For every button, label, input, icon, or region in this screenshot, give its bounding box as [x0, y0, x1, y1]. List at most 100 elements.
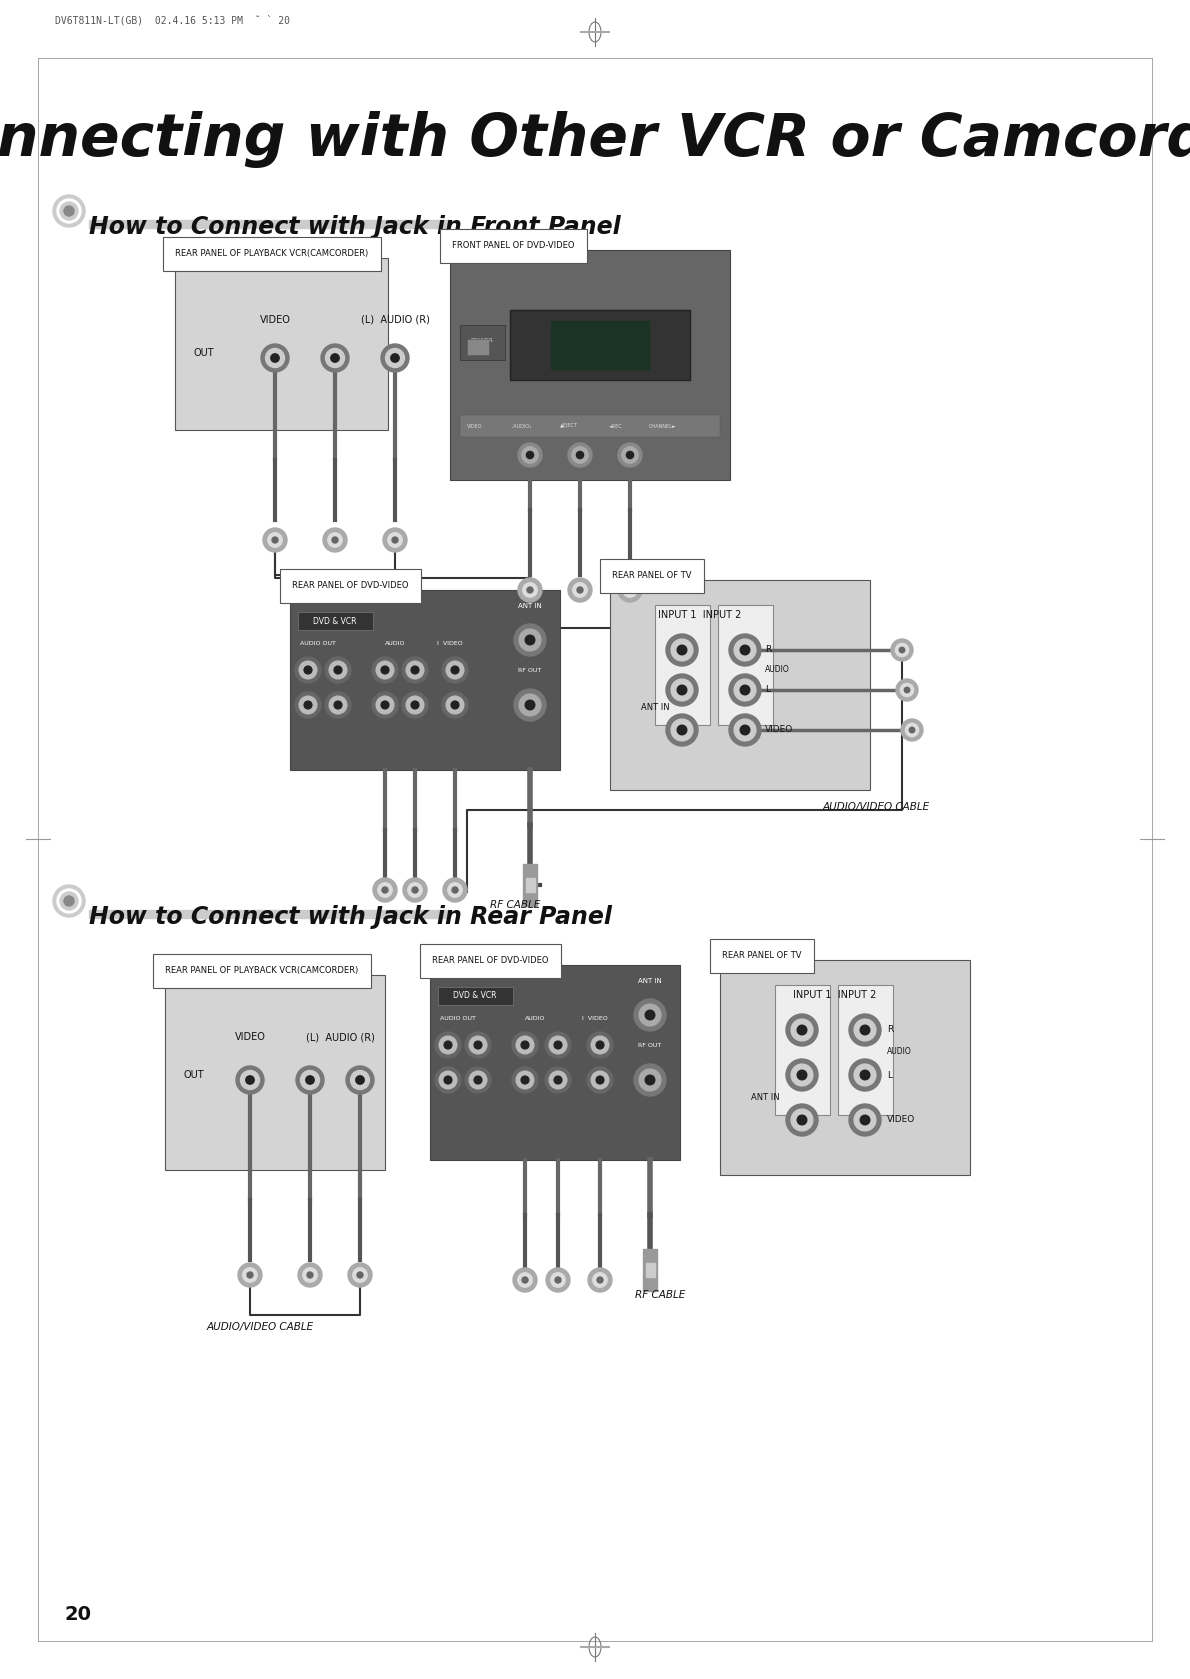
Text: I  VIDEO: I VIDEO — [582, 1016, 608, 1021]
Circle shape — [634, 999, 666, 1031]
Circle shape — [568, 578, 591, 603]
Circle shape — [787, 1014, 818, 1046]
Circle shape — [854, 1064, 876, 1086]
Circle shape — [356, 1076, 364, 1085]
Circle shape — [372, 656, 397, 683]
Text: 20: 20 — [65, 1605, 92, 1625]
Circle shape — [444, 1041, 452, 1049]
Circle shape — [441, 656, 468, 683]
Text: AUDIO/VIDEO CABLE: AUDIO/VIDEO CABLE — [206, 1321, 313, 1331]
Text: VIDEO: VIDEO — [234, 1033, 265, 1043]
Circle shape — [406, 697, 424, 714]
Text: RF CABLE: RF CABLE — [490, 900, 540, 910]
Circle shape — [596, 1076, 603, 1085]
Circle shape — [626, 452, 633, 458]
Bar — [610, 579, 870, 791]
Text: OUT: OUT — [193, 348, 214, 358]
Bar — [466, 339, 489, 354]
Circle shape — [236, 1066, 264, 1095]
Circle shape — [243, 1268, 257, 1283]
Circle shape — [238, 1263, 262, 1288]
Text: R: R — [887, 1026, 894, 1034]
Circle shape — [591, 1071, 609, 1090]
Circle shape — [347, 1263, 372, 1288]
Circle shape — [451, 667, 459, 673]
Text: (L)  AUDIO (R): (L) AUDIO (R) — [306, 1033, 375, 1043]
Circle shape — [302, 1268, 318, 1283]
Circle shape — [618, 578, 641, 603]
Circle shape — [381, 344, 409, 373]
Text: ◄REC: ◄REC — [609, 423, 622, 428]
Circle shape — [263, 527, 287, 552]
Text: AUDIO OUT: AUDIO OUT — [300, 641, 336, 646]
Circle shape — [381, 667, 389, 673]
Bar — [720, 960, 970, 1175]
Circle shape — [797, 1026, 807, 1034]
Circle shape — [265, 349, 284, 368]
Circle shape — [895, 643, 909, 656]
Circle shape — [901, 719, 923, 740]
Bar — [718, 604, 774, 725]
Circle shape — [909, 727, 915, 732]
Bar — [775, 986, 829, 1115]
Bar — [450, 250, 729, 480]
Circle shape — [386, 349, 405, 368]
Circle shape — [298, 1263, 322, 1288]
Circle shape — [901, 683, 914, 697]
Bar — [175, 259, 388, 430]
Text: FRONT PANEL OF DVD-VIDEO: FRONT PANEL OF DVD-VIDEO — [452, 242, 575, 250]
Circle shape — [513, 1268, 537, 1293]
Bar — [89, 910, 449, 918]
Text: AUDIO OUT: AUDIO OUT — [440, 1016, 476, 1021]
Circle shape — [383, 527, 407, 552]
Circle shape — [618, 443, 641, 467]
Circle shape — [60, 201, 79, 220]
Circle shape — [474, 1076, 482, 1085]
Text: OUT: OUT — [183, 1070, 203, 1080]
Circle shape — [555, 1278, 560, 1283]
Circle shape — [519, 693, 541, 715]
Circle shape — [734, 678, 756, 700]
Circle shape — [677, 645, 687, 655]
Circle shape — [299, 697, 317, 714]
Bar — [646, 1263, 655, 1278]
Circle shape — [346, 1066, 374, 1095]
Circle shape — [666, 714, 699, 745]
Circle shape — [388, 532, 402, 547]
Circle shape — [518, 1273, 532, 1288]
Bar — [438, 987, 513, 1006]
Text: REAR PANEL OF TV: REAR PANEL OF TV — [612, 571, 691, 579]
Circle shape — [587, 1033, 613, 1058]
Circle shape — [854, 1110, 876, 1132]
Bar — [165, 975, 386, 1170]
Bar — [511, 311, 690, 379]
Circle shape — [376, 697, 394, 714]
Circle shape — [522, 583, 537, 598]
Circle shape — [906, 724, 919, 737]
Circle shape — [295, 656, 321, 683]
Circle shape — [677, 685, 687, 695]
Text: AUDIO: AUDIO — [887, 1048, 912, 1056]
Text: RF CABLE: RF CABLE — [635, 1289, 685, 1300]
Circle shape — [246, 1076, 255, 1085]
Circle shape — [645, 1075, 654, 1085]
Circle shape — [854, 1019, 876, 1041]
Circle shape — [549, 1036, 566, 1054]
Circle shape — [321, 344, 349, 373]
Circle shape — [327, 532, 343, 547]
Circle shape — [325, 656, 351, 683]
Circle shape — [372, 878, 397, 902]
Circle shape — [446, 697, 464, 714]
Circle shape — [671, 719, 693, 740]
Circle shape — [299, 662, 317, 678]
Circle shape — [268, 532, 282, 547]
Circle shape — [54, 195, 84, 227]
Bar — [838, 986, 892, 1115]
Circle shape — [402, 692, 428, 719]
Circle shape — [306, 1076, 314, 1085]
Circle shape — [372, 692, 397, 719]
Bar — [461, 415, 720, 437]
Text: (L)  AUDIO (R): (L) AUDIO (R) — [361, 316, 430, 326]
Text: REAR PANEL OF TV: REAR PANEL OF TV — [722, 950, 802, 960]
Circle shape — [411, 702, 419, 709]
